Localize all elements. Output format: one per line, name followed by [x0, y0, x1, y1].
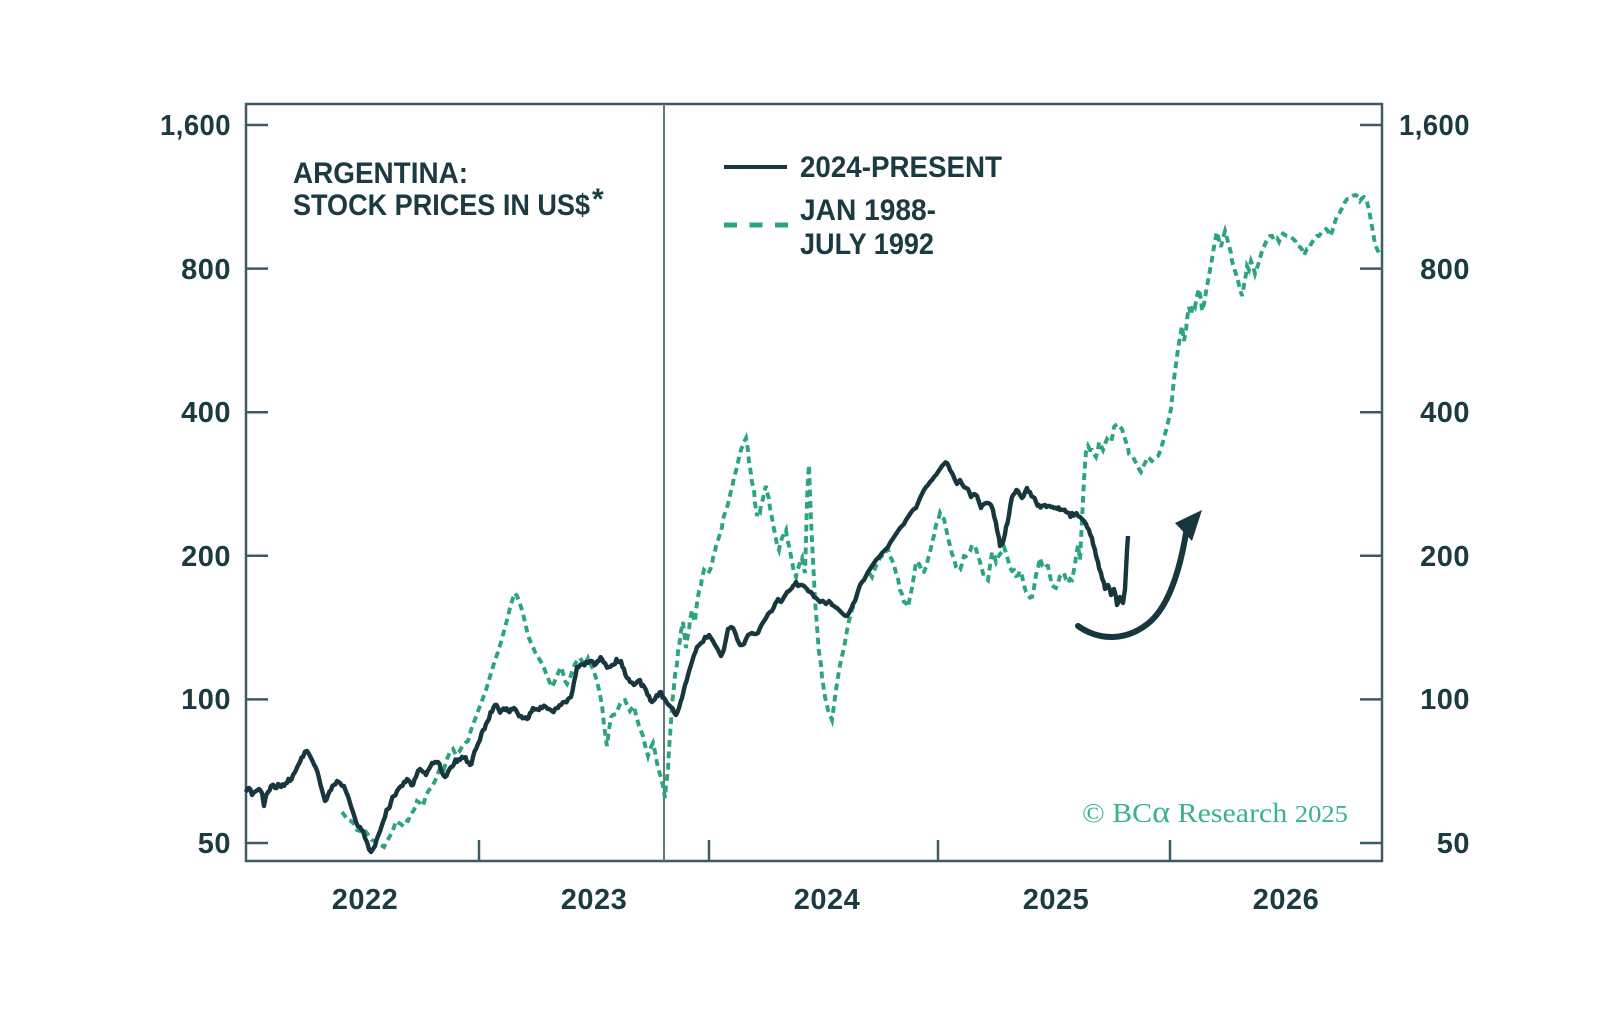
svg-text:2026: 2026 [1253, 884, 1320, 916]
svg-text:*: * [592, 183, 604, 216]
svg-text:100: 100 [181, 684, 231, 716]
svg-text:1,600: 1,600 [1399, 110, 1470, 142]
svg-text:2024-PRESENT: 2024-PRESENT [800, 151, 1002, 184]
svg-text:400: 400 [1420, 397, 1470, 429]
svg-text:© BCα Research 2025: © BC α Research 2025 [1082, 794, 1348, 829]
svg-text:JULY 1992: JULY 1992 [800, 228, 934, 261]
svg-text:STOCK PRICES IN US$: STOCK PRICES IN US$ [293, 189, 590, 222]
svg-text:200: 200 [181, 541, 231, 573]
svg-text:2022: 2022 [332, 884, 399, 916]
svg-text:400: 400 [181, 397, 231, 429]
svg-text:2023: 2023 [561, 884, 628, 916]
svg-text:2025: 2025 [1023, 884, 1090, 916]
svg-text:2024: 2024 [794, 884, 861, 916]
svg-text:JAN 1988-: JAN 1988- [800, 194, 936, 227]
svg-text:50: 50 [198, 828, 231, 860]
svg-text:200: 200 [1420, 541, 1470, 573]
svg-text:800: 800 [1420, 254, 1470, 286]
svg-text:50: 50 [1437, 828, 1470, 860]
svg-text:100: 100 [1420, 684, 1470, 716]
svg-text:800: 800 [181, 254, 231, 286]
svg-text:1,600: 1,600 [160, 110, 231, 142]
svg-text:ARGENTINA:: ARGENTINA: [293, 157, 468, 190]
